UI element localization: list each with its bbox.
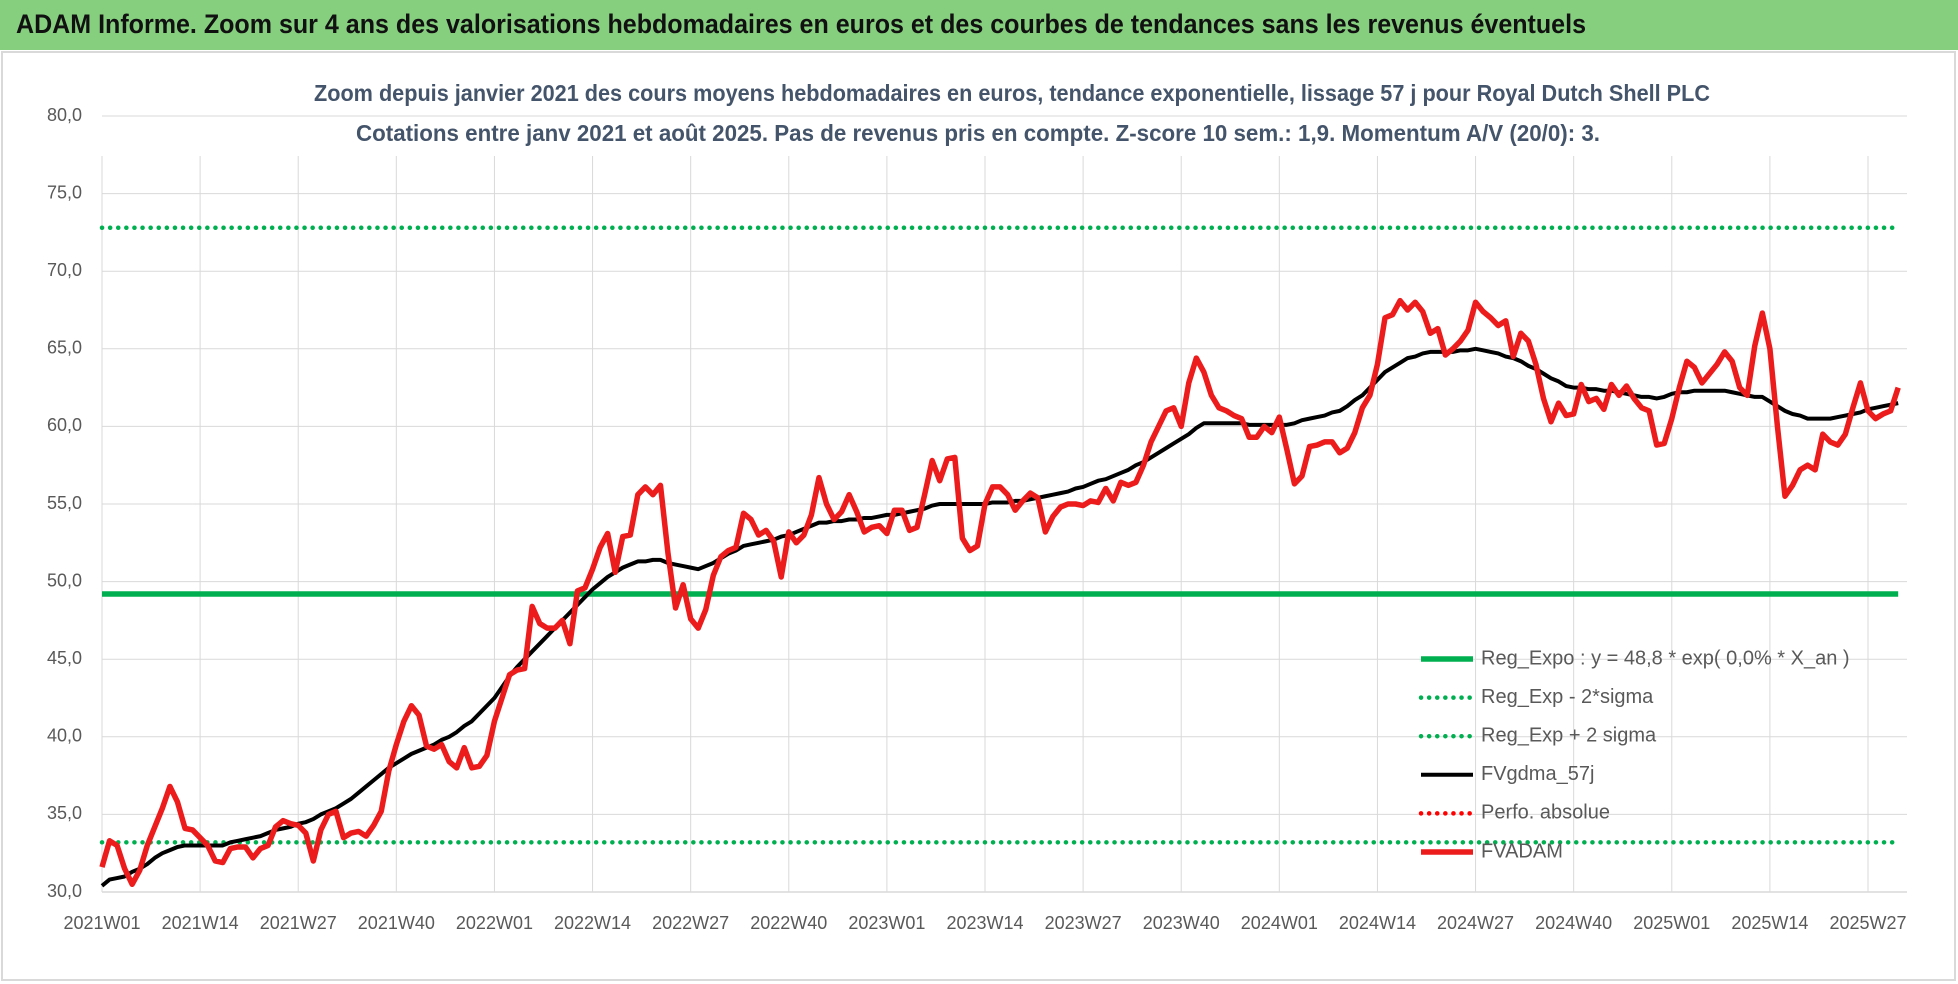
x-tick-label: 2025W01 [1633, 913, 1710, 933]
y-tick-label: 50,0 [47, 570, 82, 590]
x-tick-label: 2023W27 [1045, 913, 1122, 933]
x-tick-label: 2021W01 [63, 913, 140, 933]
x-tick-label: 2023W40 [1143, 913, 1220, 933]
chart-title: Zoom depuis janvier 2021 des cours moyen… [314, 80, 1710, 106]
legend: Reg_Expo : y = 48,8 * exp( 0,0% * X_an )… [1418, 647, 1850, 862]
x-tick-label: 2024W40 [1535, 913, 1612, 933]
chart-frame [1, 51, 1956, 981]
legend-label: Reg_Exp + 2 sigma [1481, 724, 1657, 746]
x-tick-label: 2021W14 [162, 913, 239, 933]
x-tick-label: 2025W27 [1829, 913, 1906, 933]
y-tick-label: 70,0 [47, 260, 82, 280]
x-tick-label: 2025W14 [1731, 913, 1808, 933]
series-line [99, 297, 1901, 887]
plot-lines [99, 225, 1901, 888]
x-tick-label: 2024W14 [1339, 913, 1416, 933]
x-tick-label: 2022W27 [652, 913, 729, 933]
banner-bar [0, 0, 1958, 50]
x-tick-label: 2024W27 [1437, 913, 1514, 933]
x-tick-label: 2022W14 [554, 913, 631, 933]
legend-label: Reg_Expo : y = 48,8 * exp( 0,0% * X_an ) [1481, 647, 1850, 669]
x-tick-label: 2023W01 [848, 913, 925, 933]
x-tick-label: 2024W01 [1241, 913, 1318, 933]
y-tick-label: 40,0 [47, 726, 82, 746]
x-tick-label: 2022W01 [456, 913, 533, 933]
y-tick-label: 65,0 [47, 338, 82, 358]
legend-label: FVADAM [1481, 840, 1563, 862]
x-tick-label: 2021W27 [260, 913, 337, 933]
x-tick-label: 2022W40 [750, 913, 827, 933]
chart-subtitle: Cotations entre janv 2021 et août 2025. … [356, 120, 1600, 146]
y-tick-label: 30,0 [47, 881, 82, 901]
y-tick-label: 35,0 [47, 803, 82, 823]
x-tick-label: 2023W14 [946, 913, 1023, 933]
y-tick-label: 80,0 [47, 105, 82, 125]
y-tick-label: 45,0 [47, 648, 82, 668]
y-tick-label: 75,0 [47, 182, 82, 202]
legend-label: Reg_Exp - 2*sigma [1481, 686, 1654, 708]
y-tick-label: 55,0 [47, 493, 82, 513]
x-tick-label: 2021W40 [358, 913, 435, 933]
legend-label: Perfo. absolue [1481, 802, 1610, 824]
banner-title: ADAM Informe. Zoom sur 4 ans des valoris… [16, 9, 1586, 39]
series-line [100, 346, 1899, 888]
y-tick-label: 60,0 [47, 415, 82, 435]
legend-label: FVgdma_57j [1481, 763, 1594, 785]
grid: 30,0 35,0 40,0 45,0 50,0 55,0 60,0 65,0 70,0 75,0… [47, 105, 1907, 933]
